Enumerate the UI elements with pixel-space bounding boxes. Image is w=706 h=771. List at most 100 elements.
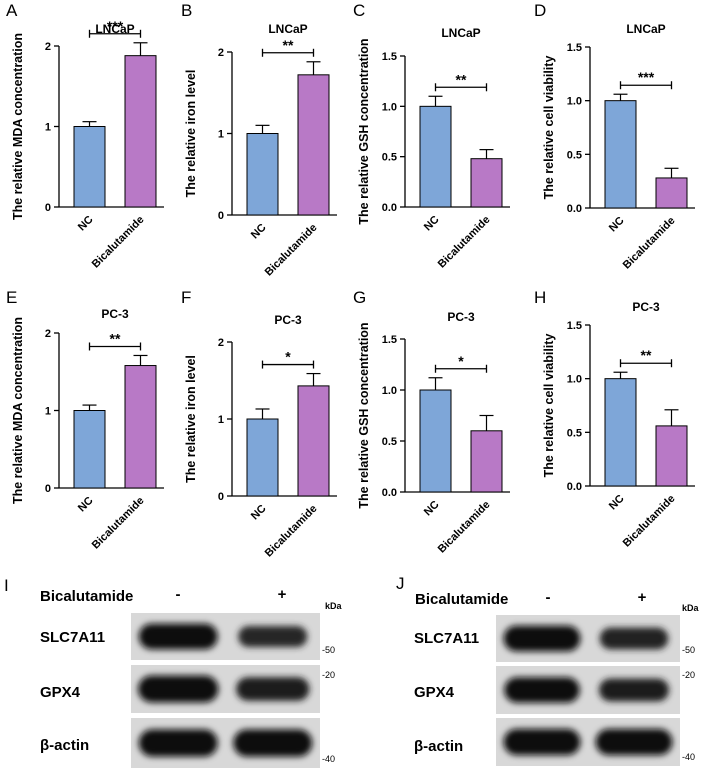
chart-title: LNCaP bbox=[626, 22, 665, 36]
y-axis-label: The relative GSH concentration bbox=[357, 38, 371, 224]
bar-nc bbox=[419, 389, 452, 493]
molecular-weight-marker: -50 bbox=[682, 645, 695, 655]
y-tick-label: 1.5 bbox=[382, 334, 397, 346]
panel-letter: J bbox=[396, 574, 405, 593]
significance-stars: ** bbox=[283, 37, 294, 53]
y-tick-label: 1 bbox=[45, 122, 51, 134]
y-axis-label: The relative MDA concentration bbox=[11, 317, 25, 504]
band-lane-minus bbox=[504, 677, 580, 703]
panel-letter: H bbox=[534, 288, 546, 307]
y-tick-label: 0.5 bbox=[567, 427, 582, 439]
western-blot-panel-i: I Bicalutamide - + kDa SLC7A11 -50 GPX4 -20 β-act… bbox=[4, 576, 343, 768]
bar-bicalutamide bbox=[124, 55, 157, 208]
band-lane-minus bbox=[138, 623, 218, 650]
band-lane-minus bbox=[503, 728, 581, 756]
y-tick-label: 0.0 bbox=[567, 203, 582, 215]
bar-nc bbox=[604, 100, 637, 209]
protein-label: β-actin bbox=[40, 737, 89, 754]
significance-stars: *** bbox=[638, 69, 655, 85]
chart-title: LNCaP bbox=[441, 26, 480, 40]
protein-label: GPX4 bbox=[414, 684, 455, 701]
y-axis-label: The relative GSH concentration bbox=[357, 322, 371, 508]
significance-stars: * bbox=[458, 353, 464, 369]
y-tick-label: 1.5 bbox=[567, 42, 582, 54]
bar-bicalutamide bbox=[655, 425, 688, 487]
chart-title: LNCaP bbox=[268, 22, 307, 36]
x-category-label: Bicalutamide bbox=[90, 495, 147, 552]
y-axis-label: The relative iron level bbox=[184, 70, 198, 198]
bar-bicalutamide bbox=[470, 158, 503, 208]
molecular-weight-marker: -20 bbox=[682, 670, 695, 680]
y-tick-label: 0.5 bbox=[382, 152, 397, 164]
significance-stars: ** bbox=[641, 347, 652, 363]
panel-letter: D bbox=[534, 1, 546, 20]
x-category-label: Bicalutamide bbox=[263, 222, 320, 279]
plus-sign: + bbox=[278, 586, 287, 603]
chart-panel-b: B LNCaP The relative iron level 0 1 2 NCBicalu… bbox=[181, 1, 337, 279]
band-lane-plus bbox=[238, 625, 308, 648]
y-tick-label: 1.5 bbox=[382, 51, 397, 63]
band-lane-minus bbox=[503, 625, 581, 652]
chart-panel-d: D LNCaP The relative cell viability 0.0 0.5 1… bbox=[534, 1, 695, 272]
bar-nc bbox=[604, 378, 637, 487]
x-category-label: Bicalutamide bbox=[621, 493, 678, 550]
y-tick-label: 0 bbox=[218, 210, 224, 222]
panel-letter: B bbox=[181, 1, 192, 20]
y-tick-label: 1.0 bbox=[567, 96, 582, 108]
x-category-label: Bicalutamide bbox=[90, 214, 147, 271]
band-lane-plus bbox=[233, 729, 313, 757]
y-tick-label: 1 bbox=[218, 414, 224, 426]
blot-row-2: GPX4 -20 bbox=[40, 665, 335, 713]
chart-panel-e: E PC-3 The relative MDA concentration 0 1 2 NC… bbox=[6, 288, 164, 552]
y-tick-label: 2 bbox=[45, 328, 51, 340]
protein-label: SLC7A11 bbox=[414, 630, 479, 647]
chart-panel-c: C LNCaP The relative GSH concentration 0.0 0… bbox=[353, 1, 510, 271]
y-tick-label: 0 bbox=[218, 491, 224, 503]
y-tick-label: 1.5 bbox=[567, 320, 582, 332]
y-tick-label: 2 bbox=[45, 41, 51, 53]
blot-row-3: β-actin -40 bbox=[414, 718, 695, 766]
x-category-label: Bicalutamide bbox=[436, 214, 493, 271]
band-lane-plus bbox=[236, 677, 310, 701]
chart-panel-g: G PC-3 The relative GSH concentration 0.0 0.… bbox=[353, 288, 510, 556]
band-lane-minus bbox=[138, 729, 218, 757]
bar-bicalutamide bbox=[297, 385, 330, 497]
bar-nc bbox=[73, 410, 106, 489]
panel-letter: E bbox=[6, 288, 17, 307]
bar-bicalutamide bbox=[297, 74, 330, 216]
minus-sign: - bbox=[546, 589, 551, 606]
molecular-weight-marker: -40 bbox=[682, 752, 695, 762]
y-tick-label: 1 bbox=[45, 406, 51, 418]
kda-unit-label: kDa bbox=[325, 601, 343, 611]
blot-row-3: β-actin -40 bbox=[40, 718, 335, 768]
bar-bicalutamide bbox=[124, 365, 157, 489]
significance-stars: ** bbox=[456, 71, 467, 87]
chart-title: PC-3 bbox=[447, 310, 475, 324]
x-category-label: NC bbox=[422, 214, 442, 234]
panel-letter: C bbox=[353, 1, 365, 20]
treatment-label: Bicalutamide bbox=[40, 588, 133, 605]
x-category-label: NC bbox=[607, 493, 627, 513]
molecular-weight-marker: -50 bbox=[322, 645, 335, 655]
significance-stars: * bbox=[285, 349, 291, 365]
x-category-label: NC bbox=[422, 499, 442, 519]
plus-sign: + bbox=[638, 589, 647, 606]
x-category-label: Bicalutamide bbox=[436, 499, 493, 556]
y-tick-label: 0.0 bbox=[567, 481, 582, 493]
bar-bicalutamide bbox=[655, 177, 688, 209]
y-tick-label: 2 bbox=[218, 337, 224, 349]
chart-title: PC-3 bbox=[101, 307, 129, 321]
chart-panel-a: A LNCaP The relative MDA concentration 0 1 2 N… bbox=[6, 1, 164, 271]
x-category-label: NC bbox=[76, 495, 96, 515]
blot-row-1: SLC7A11 -50 bbox=[40, 613, 335, 660]
y-axis-label: The relative MDA concentration bbox=[11, 33, 25, 220]
kda-unit-label: kDa bbox=[682, 603, 700, 613]
y-tick-label: 0.0 bbox=[382, 487, 397, 499]
protein-label: β-actin bbox=[414, 738, 463, 755]
band-lane-minus bbox=[138, 675, 219, 703]
molecular-weight-marker: -20 bbox=[322, 670, 335, 680]
band-lane-plus bbox=[599, 678, 669, 702]
protein-label: GPX4 bbox=[40, 684, 81, 701]
molecular-weight-marker: -40 bbox=[322, 754, 335, 764]
